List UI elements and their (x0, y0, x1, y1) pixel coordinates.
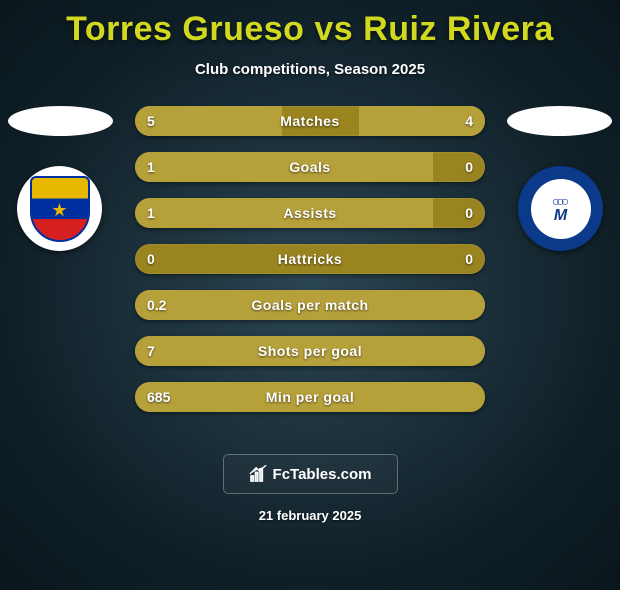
club-badge-left: ★ (17, 166, 102, 251)
brand-badge[interactable]: FcTables.com (223, 454, 398, 494)
stat-label: Assists (135, 198, 485, 228)
page-title: Torres Grueso vs Ruiz Rivera (0, 10, 620, 49)
club-badge-right: ○○○ M (518, 166, 603, 251)
stat-label: Min per goal (135, 382, 485, 412)
chart-icon (249, 465, 267, 483)
player-left-placeholder (8, 106, 113, 136)
footer-date: 21 february 2025 (0, 508, 620, 523)
stat-label: Goals (135, 152, 485, 182)
club-badge-right-circle: ○○○ M (531, 179, 591, 239)
stat-row: 54Matches (135, 106, 485, 136)
stat-row: 0.2Goals per match (135, 290, 485, 320)
stat-row: 10Goals (135, 152, 485, 182)
stat-label: Goals per match (135, 290, 485, 320)
stat-row: 685Min per goal (135, 382, 485, 412)
brand-text: FcTables.com (273, 466, 372, 483)
subtitle: Club competitions, Season 2025 (0, 61, 620, 78)
stat-row: 7Shots per goal (135, 336, 485, 366)
stat-label: Shots per goal (135, 336, 485, 366)
badge-letter: M (554, 207, 567, 225)
player-right-placeholder (507, 106, 612, 136)
stat-row: 10Assists (135, 198, 485, 228)
club-badge-left-shield: ★ (30, 176, 90, 242)
stats-rows: 54Matches 10Goals 10Assists 00Hattricks 0.2G… (135, 106, 485, 412)
stat-row: 00Hattricks (135, 244, 485, 274)
star-icon: ★ (51, 200, 67, 221)
stats-area: ★ ○○○ M 54Matches 10Goals 10Assists 00Hattr… (0, 106, 620, 436)
stat-label: Hattricks (135, 244, 485, 274)
stat-label: Matches (135, 106, 485, 136)
